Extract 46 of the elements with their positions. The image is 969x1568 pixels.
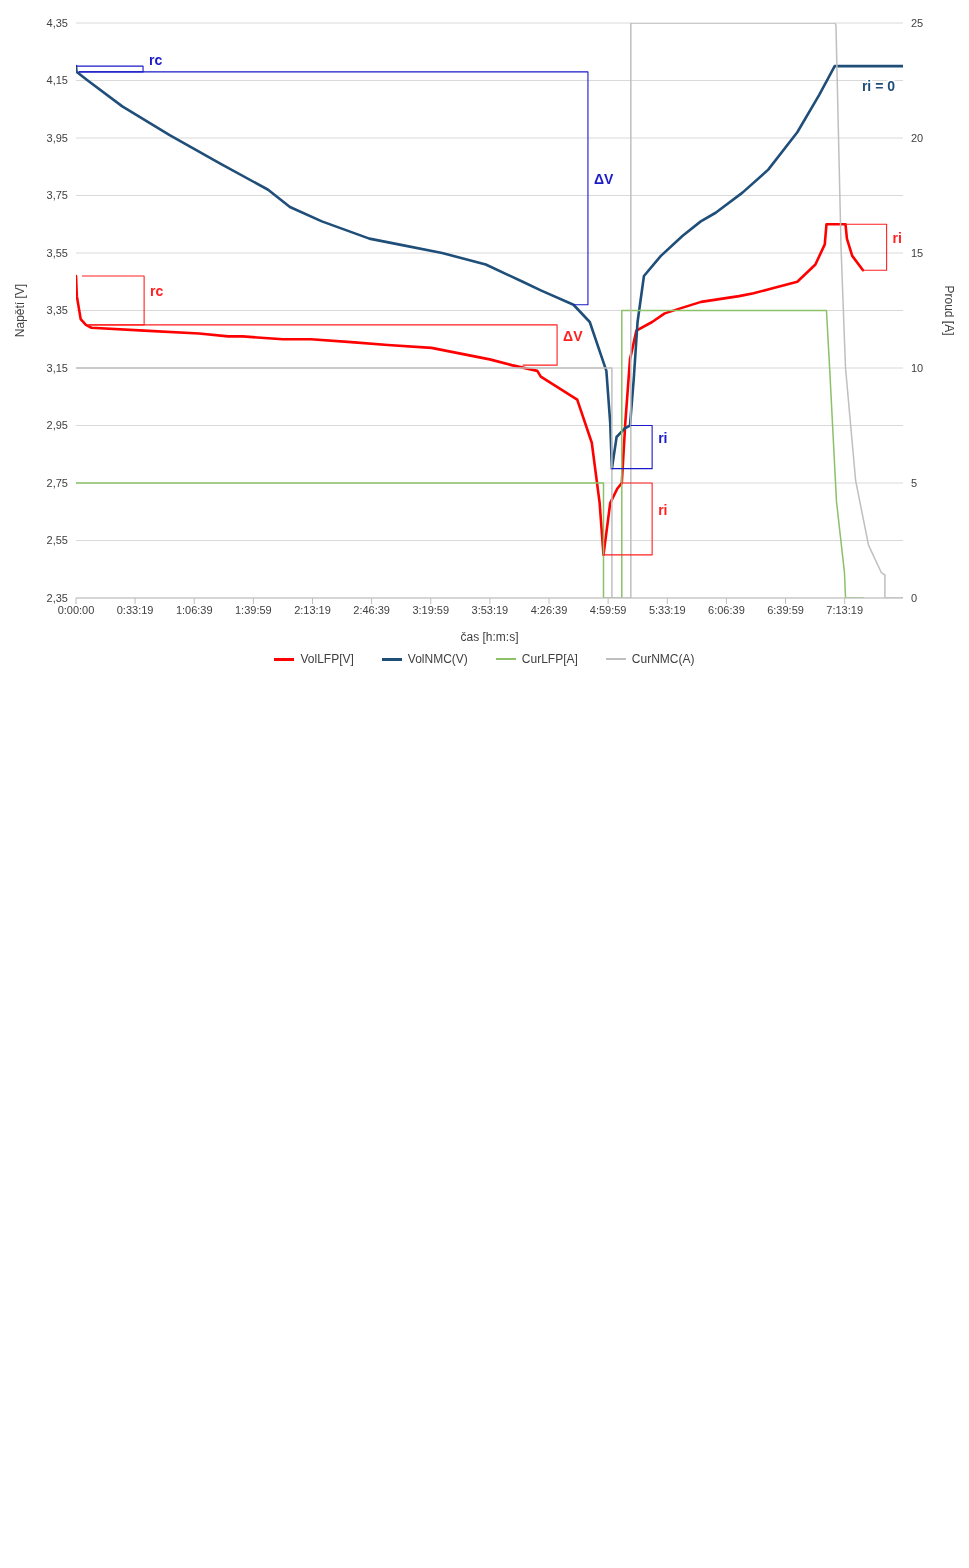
y-axis-title: Napětí [V] <box>13 283 28 338</box>
x-tick-label: 0:33:19 <box>116 603 154 616</box>
x-tick-label: 0:00:00 <box>57 603 95 616</box>
x-tick-label: 6:06:39 <box>708 603 745 616</box>
y-tick-label: 2,55 <box>46 534 68 547</box>
y2-tick-label: 10 <box>911 361 924 374</box>
x-tick-label: 4:59:59 <box>589 603 627 616</box>
annotation: ri <box>892 230 902 247</box>
y-tick-label: 3,75 <box>46 189 68 202</box>
y-tick-label: 3,15 <box>46 361 68 374</box>
x-tick-label: 3:19:59 <box>412 603 450 616</box>
y-tick-label: 3,55 <box>46 246 68 259</box>
y2-axis-title: Proud [A] <box>941 285 956 336</box>
y2-tick-label: 25 <box>911 16 924 29</box>
y2-tick-label: 15 <box>911 246 924 259</box>
x-tick-label: 4:26:39 <box>530 603 568 616</box>
legend-label: VolLFP[V] <box>300 652 354 666</box>
y-tick-label: 2,35 <box>46 591 68 604</box>
legend-label: VolNMC(V) <box>407 652 468 666</box>
x-tick-label: 7:13:19 <box>826 603 864 616</box>
y-tick-label: 4,15 <box>46 74 68 87</box>
annotation: ri <box>658 501 668 518</box>
y-tick-label: 3,95 <box>46 131 68 144</box>
x-tick-label: 5:33:19 <box>648 603 686 616</box>
legend-label: CurNMC(A) <box>631 652 695 666</box>
annotation: ΔV <box>593 171 615 188</box>
annotation: ri <box>658 429 668 446</box>
y-tick-label: 2,75 <box>46 476 68 489</box>
annotation: rc <box>150 283 164 300</box>
x-tick-label: 1:06:39 <box>175 603 213 616</box>
y-tick-label: 3,35 <box>46 304 68 317</box>
annotation: rc <box>149 51 163 68</box>
y2-tick-label: 5 <box>911 476 918 489</box>
annotation: ri = 0 <box>861 78 896 95</box>
y2-tick-label: 20 <box>911 131 924 144</box>
x-tick-label: 2:46:39 <box>353 603 390 616</box>
x-tick-label: 3:53:19 <box>471 603 509 616</box>
y2-tick-label: 0 <box>911 591 918 604</box>
x-tick-label: 1:39:59 <box>235 603 272 616</box>
x-axis-title: čas [h:m:s] <box>460 630 519 644</box>
x-tick-label: 2:13:19 <box>294 603 331 616</box>
annotation: ΔV <box>563 327 584 344</box>
y-tick-label: 4,35 <box>46 16 68 29</box>
x-tick-label: 6:39:59 <box>767 603 804 616</box>
legend-label: CurLFP[A] <box>521 652 578 666</box>
y-tick-label: 2,95 <box>46 419 68 432</box>
